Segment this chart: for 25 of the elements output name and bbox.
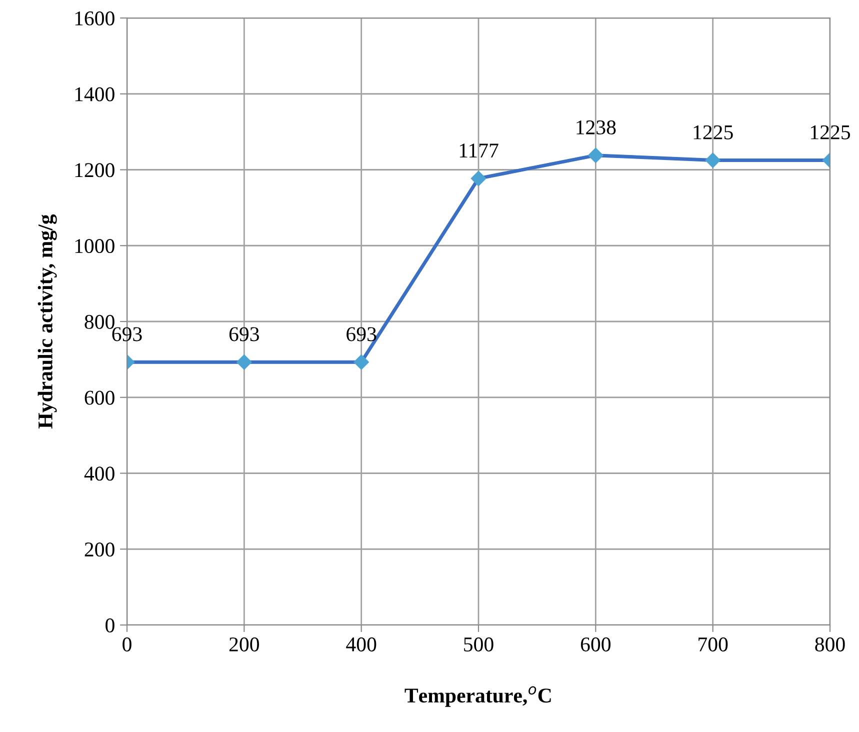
y-tick-label: 800: [84, 314, 114, 329]
data-label: 693: [229, 327, 259, 342]
x-tick-label: 200: [229, 637, 259, 652]
y-tick-label: 400: [84, 466, 114, 481]
data-label: 1238: [576, 120, 616, 134]
y-axis-title: Hydraulic activity, mg/g: [38, 214, 57, 428]
y-tick-label: 200: [84, 542, 114, 557]
y-tick-label: 1200: [75, 163, 114, 178]
data-label: 1225: [694, 125, 733, 140]
y-tick-label: 0: [106, 618, 114, 632]
data-label: 693: [346, 327, 376, 342]
x-tick-label: 700: [698, 637, 728, 652]
x-tick-label: 600: [580, 637, 610, 652]
y-tick-label: 1600: [75, 11, 114, 26]
x-axis-title: Temperature,$^{o}$C: [404, 686, 551, 707]
x-tick-label: 0: [122, 637, 132, 652]
y-tick-label: 1400: [75, 87, 114, 102]
x-tick-label: 500: [464, 637, 494, 652]
x-tick-label: 800: [815, 637, 845, 652]
x-tick-label: 400: [346, 637, 376, 652]
data-label: 693: [112, 327, 142, 342]
data-label: 1177: [460, 144, 498, 158]
y-tick-label: 600: [84, 390, 114, 405]
y-tick-label: 1000: [75, 239, 114, 254]
data-label: 1225: [811, 125, 850, 140]
